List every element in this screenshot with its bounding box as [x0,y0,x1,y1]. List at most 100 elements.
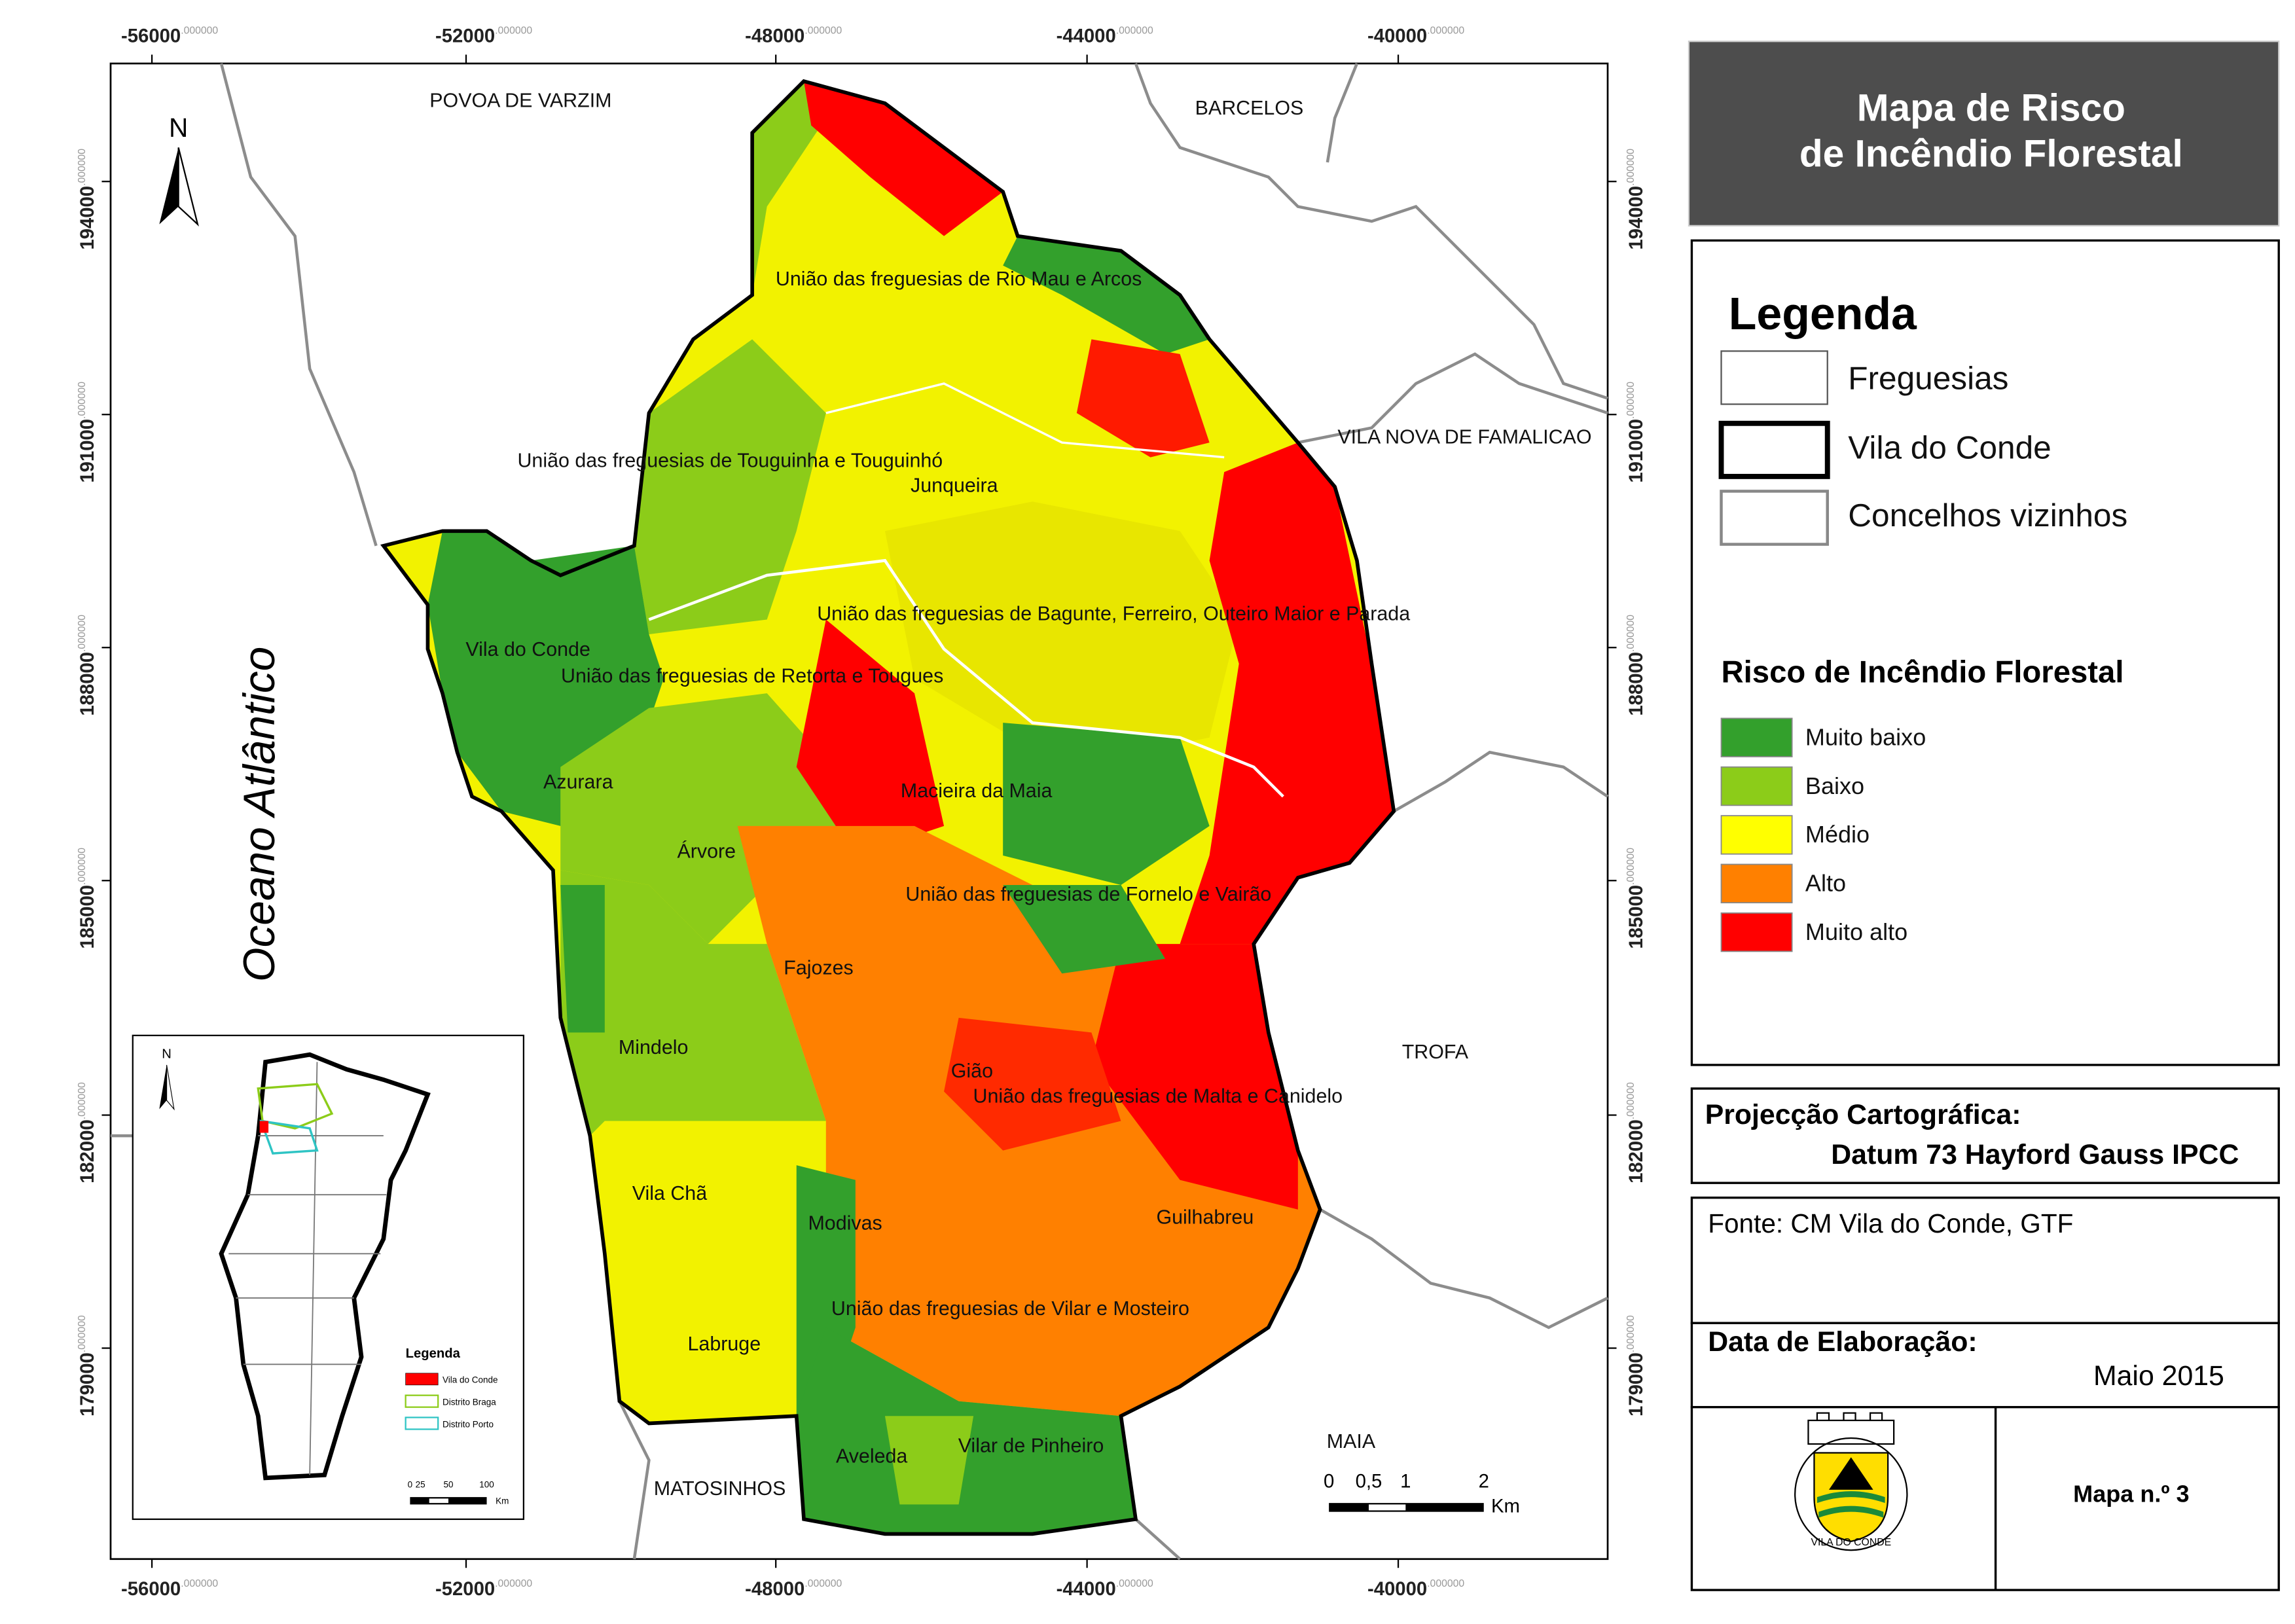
coordinate-label: 179000.000000 [77,1315,98,1416]
coordinate-decimals: .000000 [1116,1578,1153,1589]
coordinate-decimals: .000000 [77,1315,88,1352]
projection-box [1690,1087,2280,1184]
risk-label: Médio [1805,821,1870,848]
place-labels: POVOA DE VARZIM BARCELOS VILA NOVA DE FAMA… [429,90,1591,1500]
coordinate-decimals: .000000 [181,26,218,37]
scale-tick: 2 [1479,1470,1489,1492]
parish-label: Guilhabreu [1156,1206,1254,1228]
coordinate-value: 185000 [1625,885,1647,949]
coordinate-label: -44000.000000 [1057,1578,1153,1600]
coordinate-decimals: .000000 [1625,382,1636,419]
date-label: Data de Elaboração: [1708,1326,1977,1358]
coordinate-decimals: .000000 [1625,848,1636,885]
logo-text: VILA DO CONDE [1811,1537,1891,1548]
risk-label: Muito alto [1805,918,1907,945]
parish-label: Vila Chã [632,1182,707,1204]
coordinate-value: 188000 [77,652,98,716]
legend: Legenda Freguesias Vila do Conde Concelh… [1690,239,2280,1066]
parish-label: União das freguesias de Fornelo e Vairão [905,883,1271,905]
coordinate-decimals: .000000 [495,1578,532,1589]
coordinate-decimals: .000000 [804,26,842,37]
coordinate-decimals: .000000 [1625,1315,1636,1352]
coordinate-value: -56000 [121,25,181,46]
coordinate-label: -40000.000000 [1367,1578,1464,1600]
parish-label: Modivas [808,1212,882,1234]
inset-map: N Legenda Vila do Conde Distrito Braga D… [132,1034,525,1521]
coordinate-value: 191000 [1625,419,1647,483]
coordinate-decimals: .000000 [77,382,88,419]
inset-legend-item: Vila do Conde [443,1375,498,1385]
scale-tick: 0 [1324,1470,1334,1492]
coordinate-label: 185000.000000 [77,848,98,949]
neighbor-boundaries [110,63,1609,1561]
parish-label: Labruge [688,1333,761,1355]
coordinate-decimals: .000000 [1427,26,1464,37]
parish-label: Azurara [543,771,613,793]
parish-label: Macieira da Maia [901,780,1053,802]
inset-legend-title: Legenda [406,1346,461,1361]
scale-tick: 1 [1400,1470,1411,1492]
coordinate-value: -48000 [745,25,804,46]
coordinate-value: -48000 [745,1578,804,1600]
parish-label: Aveleda [836,1445,907,1467]
neighbor-label: BARCELOS [1195,97,1304,119]
coordinate-value: 188000 [1625,652,1647,716]
scale-bar: 0 0,5 1 2 Km [1324,1470,1520,1517]
coordinate-value: 182000 [77,1119,98,1183]
coordinate-value: -40000 [1367,25,1427,46]
risk-swatch [1720,717,1793,757]
coordinate-label: 194000.000000 [77,149,98,250]
coordinate-label: -44000.000000 [1057,25,1153,46]
title: de Incêndio Florestal [1799,132,2183,175]
inset-scale-unit: Km [496,1496,509,1506]
coordinate-value: -52000 [435,1578,495,1600]
north-label: N [169,113,188,143]
coordinate-label: -48000.000000 [745,25,842,46]
coordinate-label: -56000.000000 [121,1578,218,1600]
coordinate-label: 182000.000000 [77,1082,98,1183]
parish-label: União das freguesias de Rio Mau e Arcos [776,268,1142,290]
source-box [1690,1197,2280,1324]
parish-label: Vilar de Pinheiro [958,1435,1104,1457]
risk-swatch [1720,863,1793,903]
risk-title: Risco de Incêndio Florestal [1722,655,2124,689]
legend-item: Vila do Conde [1848,429,2051,465]
coordinate-label: 191000.000000 [1625,382,1647,483]
coordinate-value: -40000 [1367,1578,1427,1600]
parish-label: União das freguesias de Vilar e Mosteiro [831,1297,1189,1320]
risk-swatch [1720,912,1793,952]
coordinate-decimals: .000000 [77,1082,88,1119]
coordinate-label: 191000.000000 [77,382,98,483]
coordinate-label: 194000.000000 [1625,149,1647,250]
neighbor-label: MATOSINHOS [654,1477,786,1500]
projection-label: Projecção Cartográfica: [1705,1099,2021,1130]
parish-label: União das freguesias de Touguinha e Toug… [517,449,943,471]
inset-scale-tick: 25 [416,1480,425,1490]
coordinate-value: 179000 [1625,1352,1647,1416]
coordinate-decimals: .000000 [181,1578,218,1589]
parish-label: Gião [951,1060,993,1082]
inset-north: N [162,1047,172,1062]
parish-label: Árvore [678,840,736,862]
coordinate-label: 185000.000000 [1625,848,1647,949]
map-number: Mapa n.º 3 [2073,1480,2189,1507]
date-box [1690,1322,2280,1409]
neighbor-label: MAIA [1327,1430,1376,1453]
coordinate-label: 182000.000000 [1625,1082,1647,1183]
coordinate-label: -48000.000000 [745,1578,842,1600]
risk-label: Baixo [1805,772,1864,799]
coordinate-value: -44000 [1057,1578,1116,1600]
inset-scale-tick: 0 [408,1480,413,1490]
neighbor-label: TROFA [1402,1041,1469,1063]
coordinate-decimals: .000000 [495,26,532,37]
inset-scale-tick: 50 [443,1480,453,1490]
risk-label: Muito baixo [1805,723,1926,750]
coordinate-value: 191000 [77,419,98,483]
coordinate-decimals: .000000 [1625,615,1636,652]
inset-scale-tick: 100 [479,1480,494,1490]
projection-value: Datum 73 Hayford Gauss IPCC [1831,1139,2239,1170]
title: Mapa de Risco [1857,87,2125,130]
coordinate-label: -52000.000000 [435,25,532,46]
source: Fonte: CM Vila do Conde, GTF [1708,1208,2073,1238]
coordinate-decimals: .000000 [804,1578,842,1589]
